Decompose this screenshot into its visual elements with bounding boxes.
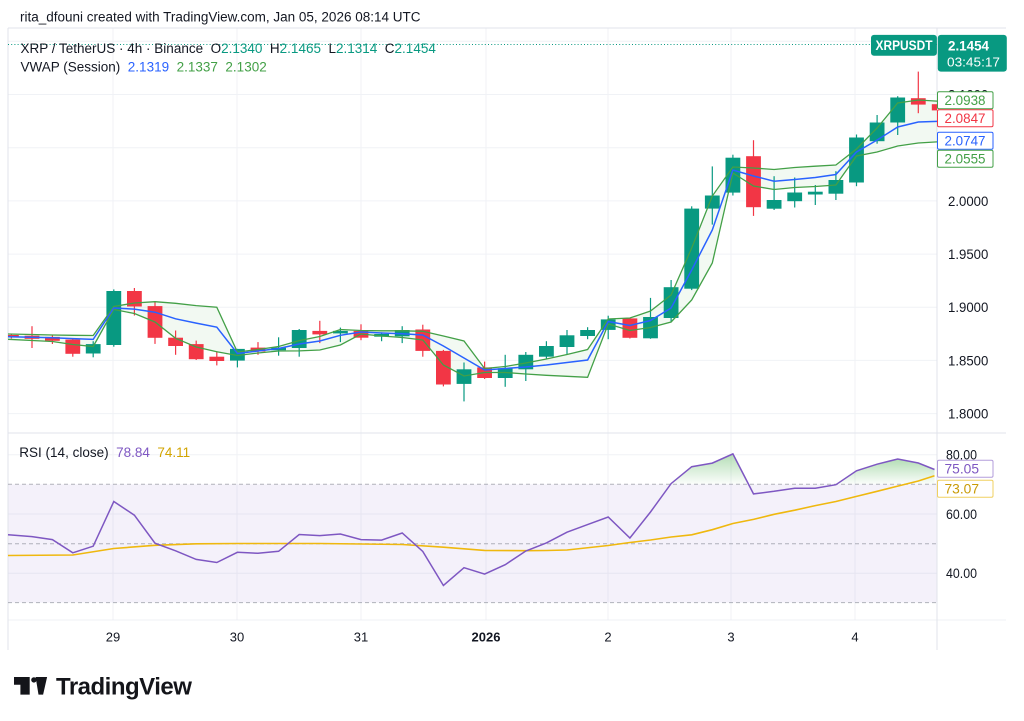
svg-text:2.1454: 2.1454 — [948, 38, 989, 54]
svg-text:31: 31 — [354, 630, 368, 645]
svg-text:2.0847: 2.0847 — [945, 110, 986, 126]
svg-text:29: 29 — [106, 630, 120, 645]
svg-text:2026: 2026 — [472, 630, 501, 645]
svg-text:2.0555: 2.0555 — [945, 151, 986, 167]
svg-text:VWAP (Session) 2.1319 2.1337: VWAP (Session) 2.1319 2.1337 2.1302 — [21, 60, 267, 75]
svg-text:rita_dfouni created with Tradi: rita_dfouni created with TradingView.com… — [20, 10, 421, 25]
svg-text:2.0747: 2.0747 — [945, 133, 986, 149]
svg-text:73.07: 73.07 — [945, 481, 980, 497]
svg-text:1.9000: 1.9000 — [948, 299, 988, 315]
svg-text:1.8500: 1.8500 — [948, 352, 988, 368]
svg-text:60.00: 60.00 — [946, 506, 977, 522]
svg-text:30: 30 — [230, 630, 244, 645]
svg-text:XRP / TetherUS · 4h · Binance: XRP / TetherUS · 4h · Binance O2.1340 H2… — [21, 41, 437, 56]
svg-text:3: 3 — [727, 630, 734, 645]
svg-text:4: 4 — [851, 630, 858, 645]
svg-text:80.00: 80.00 — [946, 447, 977, 463]
svg-text:TradingView: TradingView — [56, 674, 192, 701]
svg-text:75.05: 75.05 — [945, 461, 980, 477]
svg-text:RSI (14, close) 78.84 74.11: RSI (14, close) 78.84 74.11 — [19, 445, 190, 460]
svg-text:03:45:17: 03:45:17 — [947, 55, 1000, 70]
svg-text:2: 2 — [604, 630, 611, 645]
svg-text:1.8000: 1.8000 — [948, 406, 988, 422]
svg-text:2.0000: 2.0000 — [948, 193, 988, 209]
svg-text:40.00: 40.00 — [946, 565, 977, 581]
svg-text:2.0938: 2.0938 — [945, 92, 986, 108]
svg-text:XRPUSDT: XRPUSDT — [876, 38, 934, 53]
svg-text:1.9500: 1.9500 — [948, 246, 988, 262]
